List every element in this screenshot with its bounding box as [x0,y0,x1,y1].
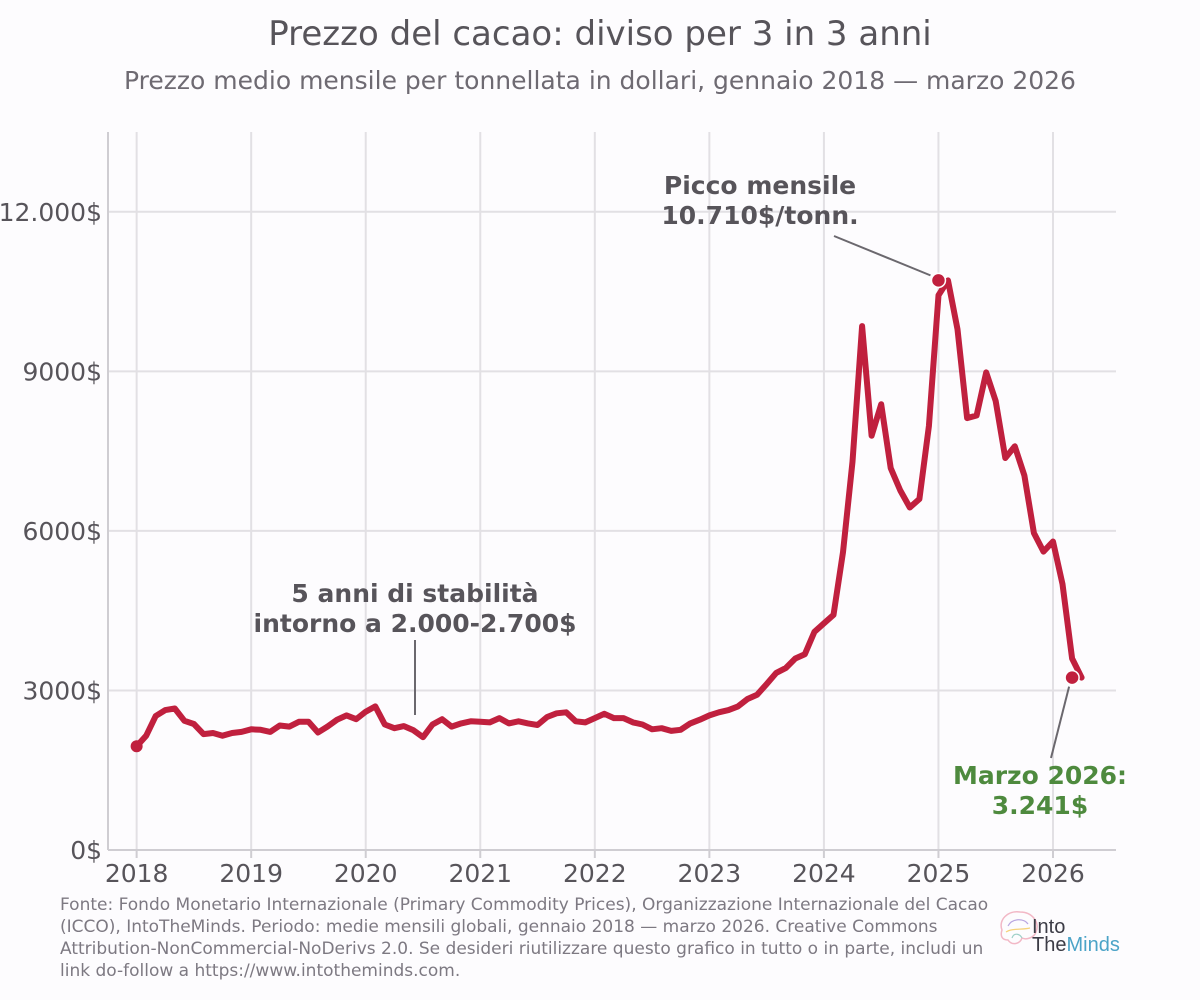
x-tick-label: 2021 [448,859,512,888]
price-series-line [133,277,1085,750]
logo-into: Into [1032,916,1066,938]
x-tick-label: 2020 [334,859,398,888]
y-tick-label: 12.000$ [0,198,102,227]
y-tick-label: 3000$ [22,676,102,705]
x-tick-label: 2019 [219,859,283,888]
x-tick-label: 2022 [563,859,627,888]
peak-leader-line [833,235,931,277]
peak-annotation-text: Picco mensile [664,171,856,200]
x-tick-label: 2025 [907,859,971,888]
logo-the: The [1032,934,1067,956]
logo-theminds: TheMinds [1032,934,1120,957]
last-point-marker [1064,669,1080,686]
logo-minds: Minds [1066,934,1120,956]
last-annotation-text: 3.241$ [992,791,1088,820]
stability-annotation-text: 5 anni di stabilità [291,579,538,608]
last-leader-line [1050,686,1071,759]
y-tick-label: 0$ [70,836,102,865]
series-layer [130,272,1085,753]
source-note: Fonte: Fondo Monetario Internazionale (P… [60,895,989,981]
peak-point-marker [930,272,947,289]
start-point-marker [130,740,143,753]
stability-annotation-text: intorno a 2.000-2.700$ [254,609,577,638]
last-annotation-text: Marzo 2026: [953,761,1127,790]
grid-layer [108,132,1116,850]
y-tick-label: 9000$ [22,357,102,386]
x-tick-label: 2024 [792,859,856,888]
x-tick-label: 2026 [1021,859,1085,888]
brain-logo-icon [1000,911,1038,945]
chart-title: Prezzo del cacao: diviso per 3 in 3 anni [268,14,932,54]
x-tick-label: 2018 [105,859,169,888]
y-tick-label: 6000$ [22,517,102,546]
peak-annotation-text: 10.710$/tonn. [661,201,858,230]
chart-subtitle: Prezzo medio mensile per tonnellata in d… [124,66,1076,95]
x-tick-label: 2023 [678,859,742,888]
axis-layer: 0$ 3000$ 6000$ 9000$ 12.000$ 2018 2019 2020 2021… [0,132,1116,888]
brand-logo[interactable]: Into TheMinds [996,906,1126,958]
